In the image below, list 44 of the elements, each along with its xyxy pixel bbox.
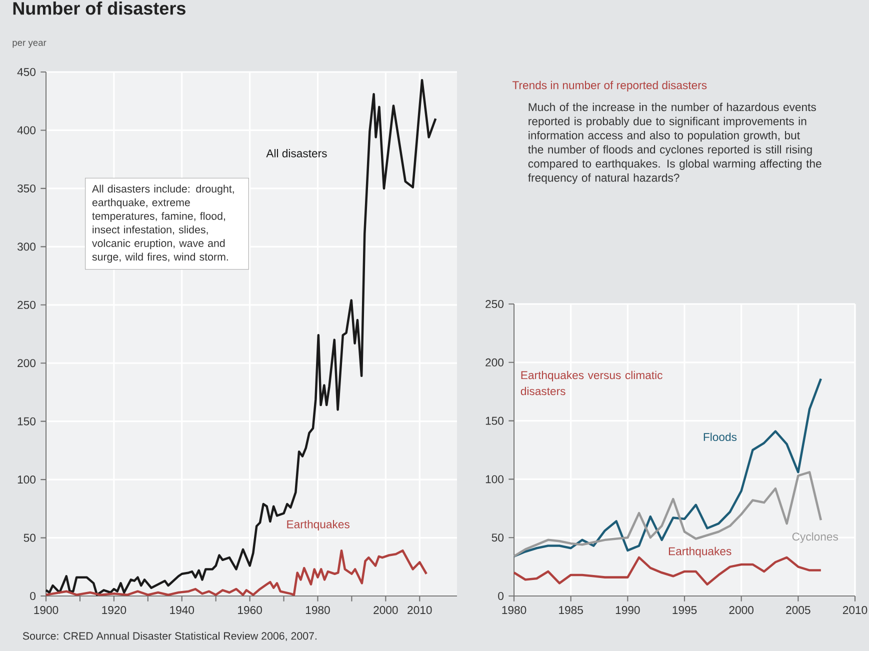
x-tick-label: 2010 bbox=[842, 606, 868, 614]
x-tick-label: 1920 bbox=[102, 606, 126, 614]
y-tick-label: 50 bbox=[492, 534, 504, 542]
x-tick-label: 1985 bbox=[559, 606, 583, 614]
y-tick-label: 0 bbox=[498, 592, 504, 600]
x-tick-label: 1940 bbox=[170, 606, 194, 614]
x-tick-label: 1900 bbox=[34, 606, 58, 614]
x-tick-label: 2000 bbox=[374, 606, 398, 614]
y-tick-label: 150 bbox=[486, 416, 504, 425]
y-tick-label: 50 bbox=[24, 534, 36, 542]
y-tick-label: 450 bbox=[17, 68, 36, 76]
x-tick-label: 1960 bbox=[238, 606, 262, 614]
text: Trends in number of reported disasters bbox=[512, 80, 707, 92]
y-tick-label: 150 bbox=[18, 417, 36, 426]
x-tick-label: 1980 bbox=[306, 606, 330, 614]
series-label: Cyclones bbox=[792, 532, 838, 543]
y-tick-label: 0 bbox=[30, 592, 36, 600]
text: Earthquakes versus climatic disasters bbox=[520, 370, 662, 396]
annotation: All disasters include: drought, earthquake, extreme temperatures, famine, flood, insect infestation, slides, volcanic eruption, wave and surge, wild fires, wind storm. bbox=[92, 184, 234, 263]
y-tick-label: 200 bbox=[18, 359, 36, 368]
line-series bbox=[44, 549, 428, 596]
line-series bbox=[44, 79, 437, 596]
x-tick-label: 1980 bbox=[502, 606, 526, 614]
x-tick-label: 2010 bbox=[408, 606, 432, 614]
series-label: Earthquakes bbox=[668, 546, 732, 558]
y-tick-label: 300 bbox=[17, 242, 36, 251]
text: All disasters bbox=[266, 149, 327, 158]
x-tick-label: 2005 bbox=[786, 606, 810, 614]
x-tick-label: 1990 bbox=[616, 606, 640, 614]
source-note: Source: CRED Annual Disaster Statistical Review 2006, 2007. bbox=[22, 632, 316, 641]
series-label: Floods bbox=[704, 432, 737, 442]
y-tick-label: 250 bbox=[486, 300, 504, 308]
x-tick-label: 1995 bbox=[672, 606, 697, 614]
x-tick-label: 2000 bbox=[729, 606, 754, 614]
y-tick-label: 350 bbox=[17, 184, 36, 192]
y-tick-label: 250 bbox=[18, 300, 36, 309]
text: Much of the increase in the number of hazardous events reported is probably due to significant improvements in information access and also to population growth, but the number of floods and cyclones reported is still rising compared to earthquakes. Is global warming affecting the frequency of natural hazards? bbox=[528, 102, 822, 184]
y-tick-label: 100 bbox=[486, 475, 504, 484]
y-tick-label: 400 bbox=[17, 126, 36, 134]
y-tick-label: 100 bbox=[18, 476, 36, 484]
series-label: Earthquakes bbox=[287, 520, 350, 531]
chart-subtitle: per year bbox=[12, 40, 46, 48]
y-tick-label: 200 bbox=[486, 358, 504, 366]
chart-title: Number of disasters bbox=[13, 2, 186, 15]
